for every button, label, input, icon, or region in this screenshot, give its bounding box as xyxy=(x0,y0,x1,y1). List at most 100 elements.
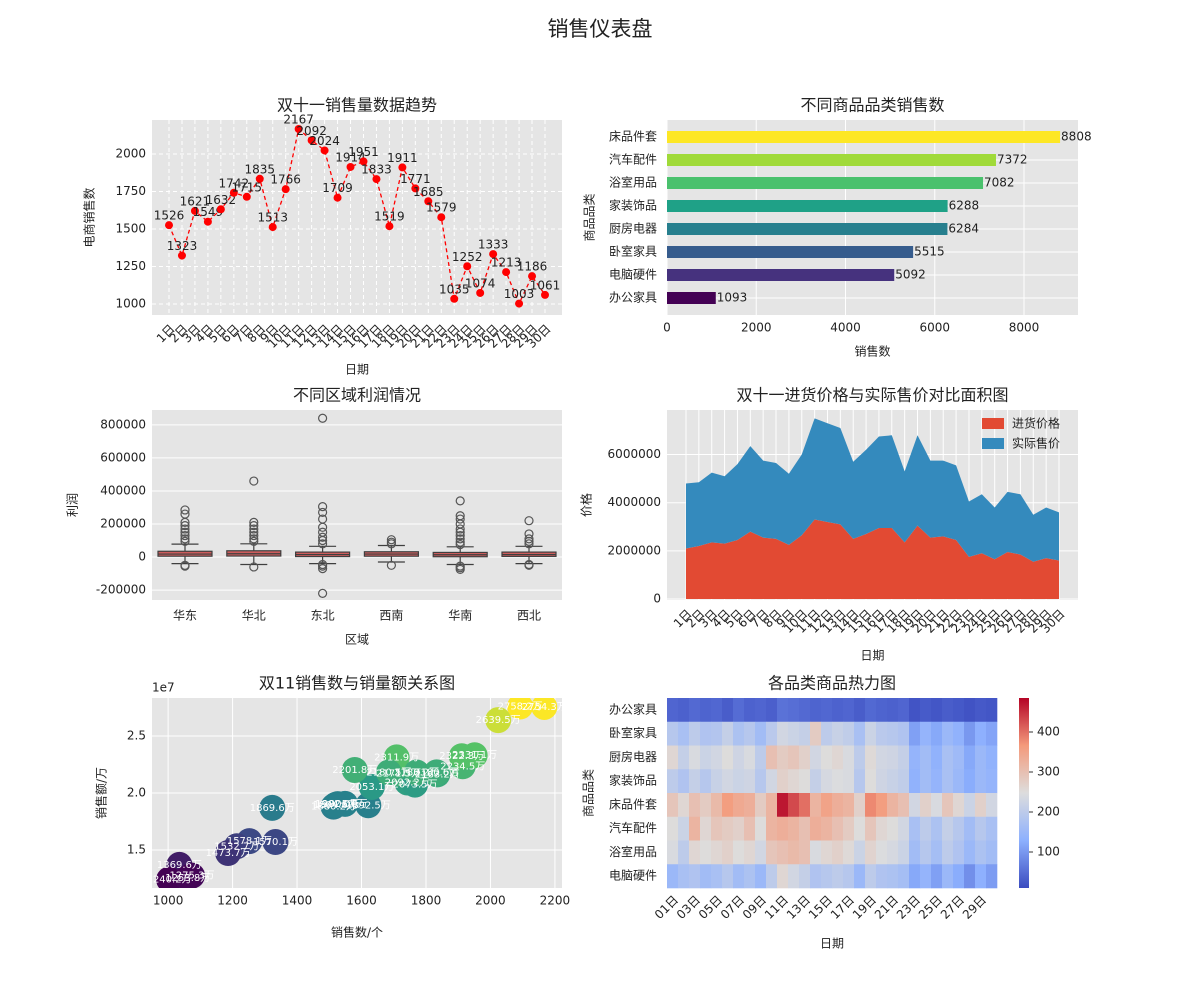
heat-cell xyxy=(843,769,855,794)
heat-cell xyxy=(953,864,965,889)
heat-cell xyxy=(854,864,866,889)
point xyxy=(502,268,511,277)
x-tick-label: 华南 xyxy=(448,608,472,623)
x-tick-label: 17日 xyxy=(828,893,857,922)
bubble xyxy=(507,698,534,720)
heat-cell xyxy=(810,840,822,865)
data-label: 1685 xyxy=(413,185,444,199)
outlier xyxy=(249,524,259,534)
x-tick-label: 25日 xyxy=(916,893,945,922)
heat-cell xyxy=(678,793,690,818)
data-label: 1570.1万 xyxy=(253,837,298,848)
heat-cell xyxy=(810,816,822,841)
heat-cell xyxy=(799,864,811,889)
outlier xyxy=(318,564,328,574)
heat-cell xyxy=(942,816,954,841)
heat-cell xyxy=(766,840,778,865)
heat-cell xyxy=(744,721,756,746)
y-tick-label: 卧室家具 xyxy=(609,725,657,740)
point xyxy=(385,222,394,231)
point xyxy=(528,272,537,281)
y-tick-label: 1500 xyxy=(115,222,146,236)
heat-cell xyxy=(689,745,701,770)
heat-cell xyxy=(909,864,921,889)
x-tick-label: 09日 xyxy=(740,893,769,922)
heat-cell xyxy=(821,721,833,746)
y-tick-label: 4000000 xyxy=(608,495,661,509)
heat-cell xyxy=(865,721,877,746)
y-tick-label: 家装饰品 xyxy=(609,198,657,213)
heat-cell xyxy=(799,793,811,818)
heat-cell xyxy=(667,816,679,841)
point xyxy=(307,136,316,145)
y-tick-label: -200000 xyxy=(96,583,146,597)
heat-cell xyxy=(788,698,800,723)
heat-cell xyxy=(920,864,932,889)
y-tick-label: 卧室家具 xyxy=(609,244,657,259)
data-label: 2024 xyxy=(309,134,340,148)
heat-cell xyxy=(777,793,789,818)
heat-cell xyxy=(667,721,679,746)
x-tick-label: 华东 xyxy=(173,609,197,623)
y-tick-label: 厨房电器 xyxy=(609,749,657,764)
heat-cell xyxy=(876,864,888,889)
heat-cell xyxy=(953,816,965,841)
heat-cell xyxy=(865,840,877,865)
heat-cell xyxy=(986,840,998,865)
heat-cell xyxy=(755,745,767,770)
point xyxy=(177,251,186,260)
data-label: 2167 xyxy=(283,113,314,127)
heat-cell xyxy=(887,840,899,865)
chart-title: 不同商品品类销售数 xyxy=(800,96,944,115)
heat-cell xyxy=(854,816,866,841)
data-label: 1526 xyxy=(154,209,185,223)
data-label: 1771 xyxy=(400,172,431,186)
outlier xyxy=(524,516,534,526)
heat-cell xyxy=(887,721,899,746)
point xyxy=(268,223,277,232)
heat-cell xyxy=(733,793,745,818)
data-label: 1632 xyxy=(206,193,237,207)
data-label: 1213 xyxy=(491,256,522,270)
heat-cell xyxy=(931,840,943,865)
y-tick-label: 2.5 xyxy=(127,728,146,742)
bar xyxy=(667,131,1061,143)
bubble xyxy=(341,756,368,783)
heat-cell xyxy=(909,840,921,865)
heat-cell xyxy=(887,745,899,770)
heat-cell xyxy=(942,745,954,770)
data-label: 1275.3万 xyxy=(169,871,214,882)
x-tick-label: 21日 xyxy=(872,893,901,922)
point xyxy=(281,185,290,194)
outlier xyxy=(524,529,534,539)
heat-cell xyxy=(810,769,822,794)
heat-cell xyxy=(777,721,789,746)
point xyxy=(165,221,173,230)
heat-cell xyxy=(744,816,756,841)
outlier xyxy=(180,527,190,537)
data-label: 1333 xyxy=(478,238,509,252)
data-label: 5092 xyxy=(895,268,926,282)
data-label: 1253.8万 xyxy=(165,873,210,884)
data-label: 2180.6万 xyxy=(414,767,459,778)
heat-cell xyxy=(975,793,987,818)
outlier xyxy=(249,527,259,537)
heat-cell xyxy=(766,816,778,841)
outlier xyxy=(180,534,190,544)
y-axis-label: 利润 xyxy=(66,493,80,517)
heat-cell xyxy=(964,698,976,723)
heat-cell xyxy=(788,793,800,818)
data-label: 1621 xyxy=(180,194,211,208)
data-label: 1549 xyxy=(193,205,224,219)
x-tick-label: 27日 xyxy=(938,893,967,922)
point xyxy=(476,288,485,297)
data-label: 1532.7万 xyxy=(214,841,259,852)
heat-cell xyxy=(876,769,888,794)
heat-cell xyxy=(898,793,910,818)
heat-cell xyxy=(887,816,899,841)
x-tick-label: 6000 xyxy=(919,321,950,335)
heat-cell xyxy=(711,721,723,746)
outlier xyxy=(318,413,328,423)
outlier xyxy=(524,534,534,544)
